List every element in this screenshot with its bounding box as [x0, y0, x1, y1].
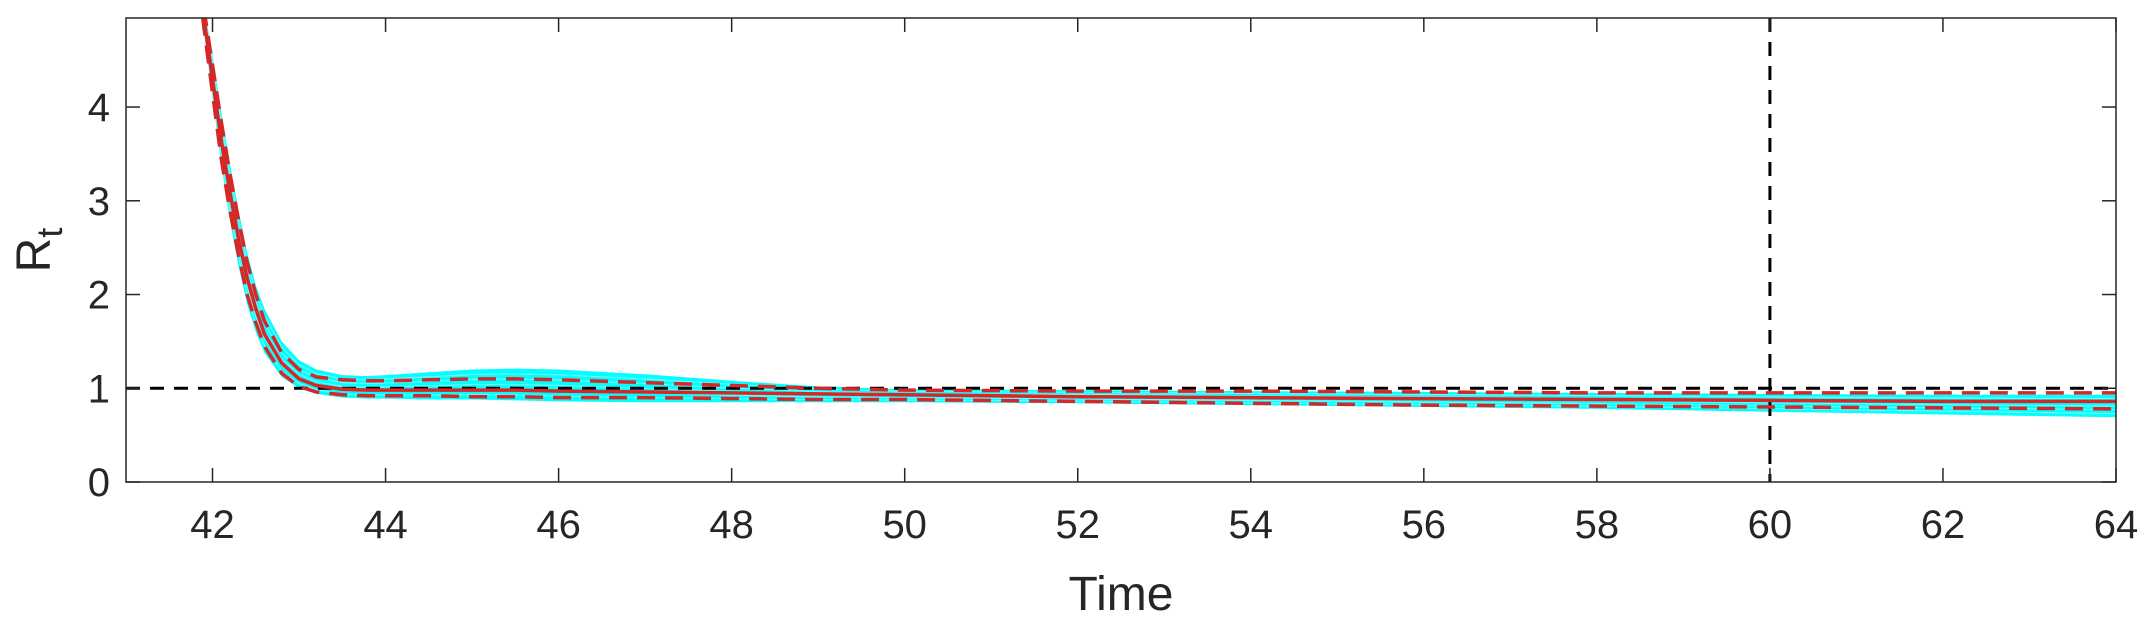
y-tick-label: 2: [88, 274, 110, 318]
x-tick-label: 48: [709, 503, 754, 547]
mean-line: [202, 18, 2116, 404]
x-tick-label: 42: [190, 503, 235, 547]
x-tick-label: 64: [2094, 503, 2139, 547]
x-tick-label: 58: [1575, 503, 1620, 547]
y-tick-label: 3: [88, 180, 110, 224]
x-tick-label: 44: [363, 503, 408, 547]
x-tick-label: 52: [1055, 503, 1100, 547]
y-axis-label-main: R: [8, 238, 61, 273]
x-tick-label: 62: [1921, 503, 1966, 547]
x-tick-label: 50: [882, 503, 927, 547]
x-tick-label: 60: [1748, 503, 1793, 547]
y-axis-label-subscript: t: [29, 228, 70, 238]
lower-bound-line: [201, 18, 2116, 411]
x-axis-label: Time: [1069, 568, 1174, 621]
ensemble-band: [202, 18, 2116, 418]
y-tick-label: 1: [88, 367, 110, 411]
upper-bound-line: [203, 18, 2116, 395]
y-axis-label: Rt: [8, 228, 70, 273]
y-tick-label: 4: [88, 86, 110, 130]
plot-frame: [125, 17, 2117, 483]
x-tick-label: 46: [536, 503, 581, 547]
y-tick-label: 0: [88, 461, 110, 505]
x-tick-label: 56: [1402, 503, 1447, 547]
x-tick-label: 54: [1229, 503, 1274, 547]
